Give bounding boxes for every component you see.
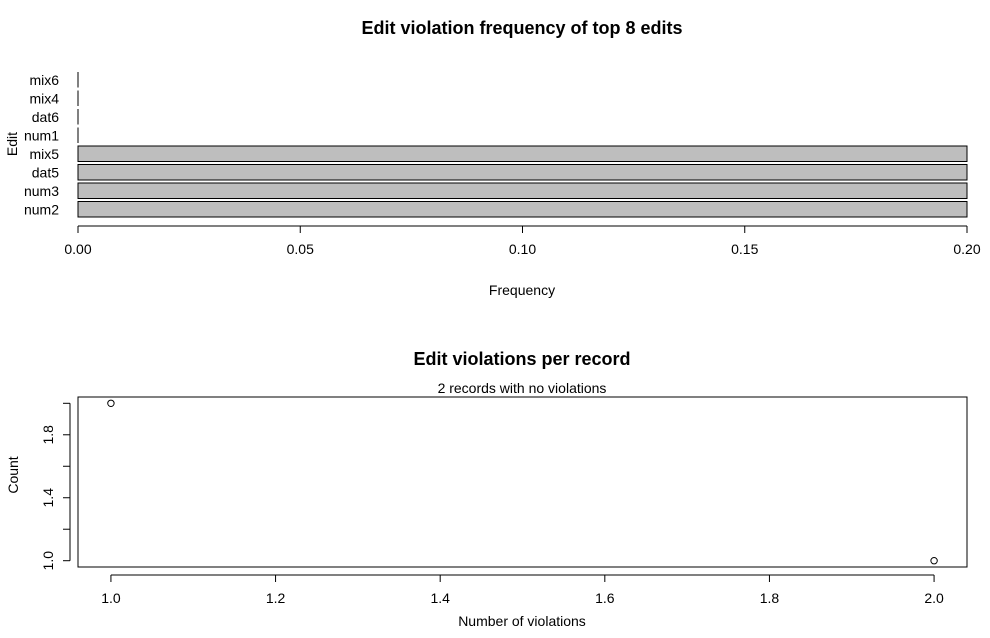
chart2-y-axis: 1.0 1.4 1.8: [40, 402, 71, 571]
chart2-subtitle: 2 records with no violations: [438, 380, 607, 396]
x-tick-label: 0.10: [509, 241, 536, 257]
category-label-dat5: dat5: [32, 164, 59, 180]
bar-mix5: [77, 145, 968, 162]
chart1-xlabel: Frequency: [489, 282, 555, 298]
x-tick-label: 0.20: [953, 241, 980, 257]
chart2-plot-box: [77, 396, 968, 568]
x-tick-label: 1.8: [760, 590, 780, 606]
category-label-num3: num3: [24, 183, 59, 199]
x-tick-label: 1.4: [430, 590, 450, 606]
chart2-points: [107, 399, 938, 565]
x-tick-label: 2.0: [924, 590, 944, 606]
point-1: [930, 557, 938, 565]
y-tick-label: 1.4: [40, 488, 56, 508]
x-tick-label: 0.00: [64, 241, 91, 257]
category-label-dat6: dat6: [32, 109, 59, 125]
x-tick-label: 0.05: [287, 241, 314, 257]
category-label-mix4: mix4: [29, 90, 59, 106]
chart2-x-axis: 1.0 1.2 1.4 1.6 1.8 2.0: [101, 574, 944, 606]
bar-dat5: [77, 164, 968, 181]
chart1-category-labels: num2 num3 dat5 mix5 num1 dat6 mix4 mix6: [24, 72, 59, 218]
chart2-xlabel: Number of violations: [458, 613, 586, 629]
bar-num3: [77, 182, 968, 199]
y-tick-label: 1.0: [40, 551, 56, 571]
chart2-title: Edit violations per record: [413, 349, 630, 369]
category-label-num1: num1: [24, 127, 59, 143]
frequency-bar-chart: Edit violation frequency of top 8 edits …: [4, 18, 981, 298]
y-tick-label: 1.8: [40, 425, 56, 445]
chart1-ylabel: Edit: [4, 132, 20, 156]
chart1-title: Edit violation frequency of top 8 edits: [361, 18, 682, 38]
chart1-x-axis: 0.00 0.05 0.10 0.15 0.20: [64, 225, 981, 257]
x-tick-label: 1.0: [101, 590, 121, 606]
violations-scatter-chart: Edit violations per record 2 records wit…: [5, 349, 968, 629]
category-label-num2: num2: [24, 201, 59, 217]
bar-num2: [77, 201, 968, 218]
category-label-mix6: mix6: [29, 72, 59, 88]
x-tick-label: 0.15: [731, 241, 758, 257]
x-tick-label: 1.6: [595, 590, 615, 606]
category-label-mix5: mix5: [29, 146, 59, 162]
point-0: [107, 399, 115, 407]
x-tick-label: 1.2: [266, 590, 286, 606]
chart2-ylabel: Count: [5, 456, 21, 493]
chart1-bars: [77, 72, 968, 218]
